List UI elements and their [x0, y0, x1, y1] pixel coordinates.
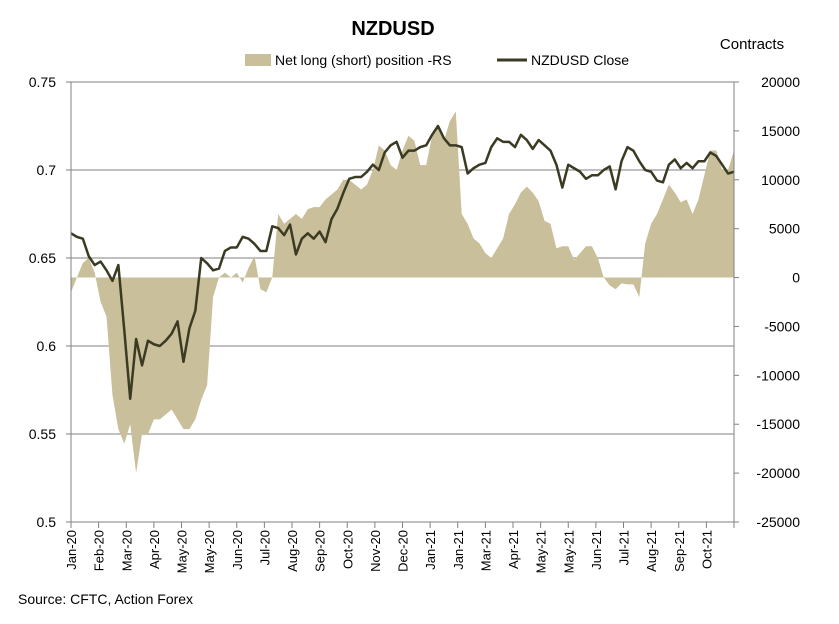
legend: Net long (short) position -RS NZDUSD Clo…	[245, 52, 629, 68]
legend-swatch-area	[245, 54, 271, 66]
right-tick-label-7: -15000	[756, 416, 800, 432]
x-tick-label-14: Jan-21	[451, 530, 466, 570]
x-tick-label-5: May-20	[202, 530, 217, 573]
net-position-area	[71, 111, 734, 474]
x-tick-label-11: Nov-20	[368, 530, 383, 572]
x-tick-label-2: Mar-20	[119, 530, 134, 571]
chart-title: NZDUSD	[351, 18, 434, 40]
x-tick-label-7: Jul-20	[257, 530, 272, 565]
right-axis-ticks: 20000 15000 10000 5000 0 -5000 -10000 -15000 -20…	[734, 74, 800, 530]
left-tick-label-3: 0.6	[37, 338, 57, 354]
left-tick-label-5: 0.5	[37, 514, 57, 530]
x-tick-label-23: Oct-21	[699, 530, 714, 569]
x-tick-label-22: Sep-21	[672, 530, 687, 572]
left-tick-label-4: 0.55	[29, 426, 56, 442]
right-tick-label-0: 20000	[761, 74, 800, 90]
nzdusd-close-line	[70, 124, 735, 401]
right-tick-label-4: 0	[792, 270, 800, 286]
right-tick-label-2: 10000	[761, 172, 800, 188]
x-axis-ticks: Jan-20 Feb-20 Mar-20 Apr-20 May-20 May-20 Jun-…	[64, 522, 735, 573]
x-tick-label-10: Oct-20	[340, 530, 355, 569]
x-tick-label-16: Apr-21	[506, 530, 521, 569]
x-tick-label-4: May-20	[175, 530, 190, 573]
x-tick-label-13: Jan-21	[423, 530, 438, 570]
x-tick-label-12: Dec-20	[396, 530, 411, 572]
right-tick-label-5: -5000	[764, 318, 800, 334]
right-tick-label-1: 15000	[761, 123, 800, 139]
right-tick-label-3: 5000	[769, 221, 800, 237]
x-tick-label-6: Jun-20	[230, 530, 245, 570]
right-tick-label-9: -25000	[756, 514, 800, 530]
x-tick-label-21: Aug-21	[644, 530, 659, 572]
right-axis-title: Contracts	[720, 36, 784, 53]
left-tick-label-2: 0.65	[29, 250, 56, 266]
left-tick-label-1: 0.7	[37, 162, 57, 178]
left-axis-ticks: 0.75 0.7 0.65 0.6 0.55 0.5	[29, 74, 71, 530]
right-tick-label-6: -10000	[756, 367, 800, 383]
x-tick-label-18: May-21	[561, 530, 576, 573]
legend-label-nzdusd-close: NZDUSD Close	[531, 52, 629, 68]
x-tick-label-0: Jan-20	[64, 530, 79, 570]
legend-label-net-position: Net long (short) position -RS	[275, 52, 452, 68]
x-tick-label-3: Apr-20	[147, 530, 162, 569]
x-tick-label-8: Aug-20	[285, 530, 300, 572]
right-tick-label-8: -20000	[756, 465, 800, 481]
x-tick-label-1: Feb-20	[92, 530, 107, 571]
x-tick-label-19: Jun-21	[589, 530, 604, 570]
left-tick-label-0: 0.75	[29, 74, 56, 90]
x-tick-label-20: Jul-21	[617, 530, 632, 565]
x-tick-label-15: Mar-21	[478, 530, 493, 571]
x-tick-label-17: May-21	[534, 530, 549, 573]
source-note: Source: CFTC, Action Forex	[18, 591, 193, 607]
x-tick-label-9: Sep-20	[313, 530, 328, 572]
